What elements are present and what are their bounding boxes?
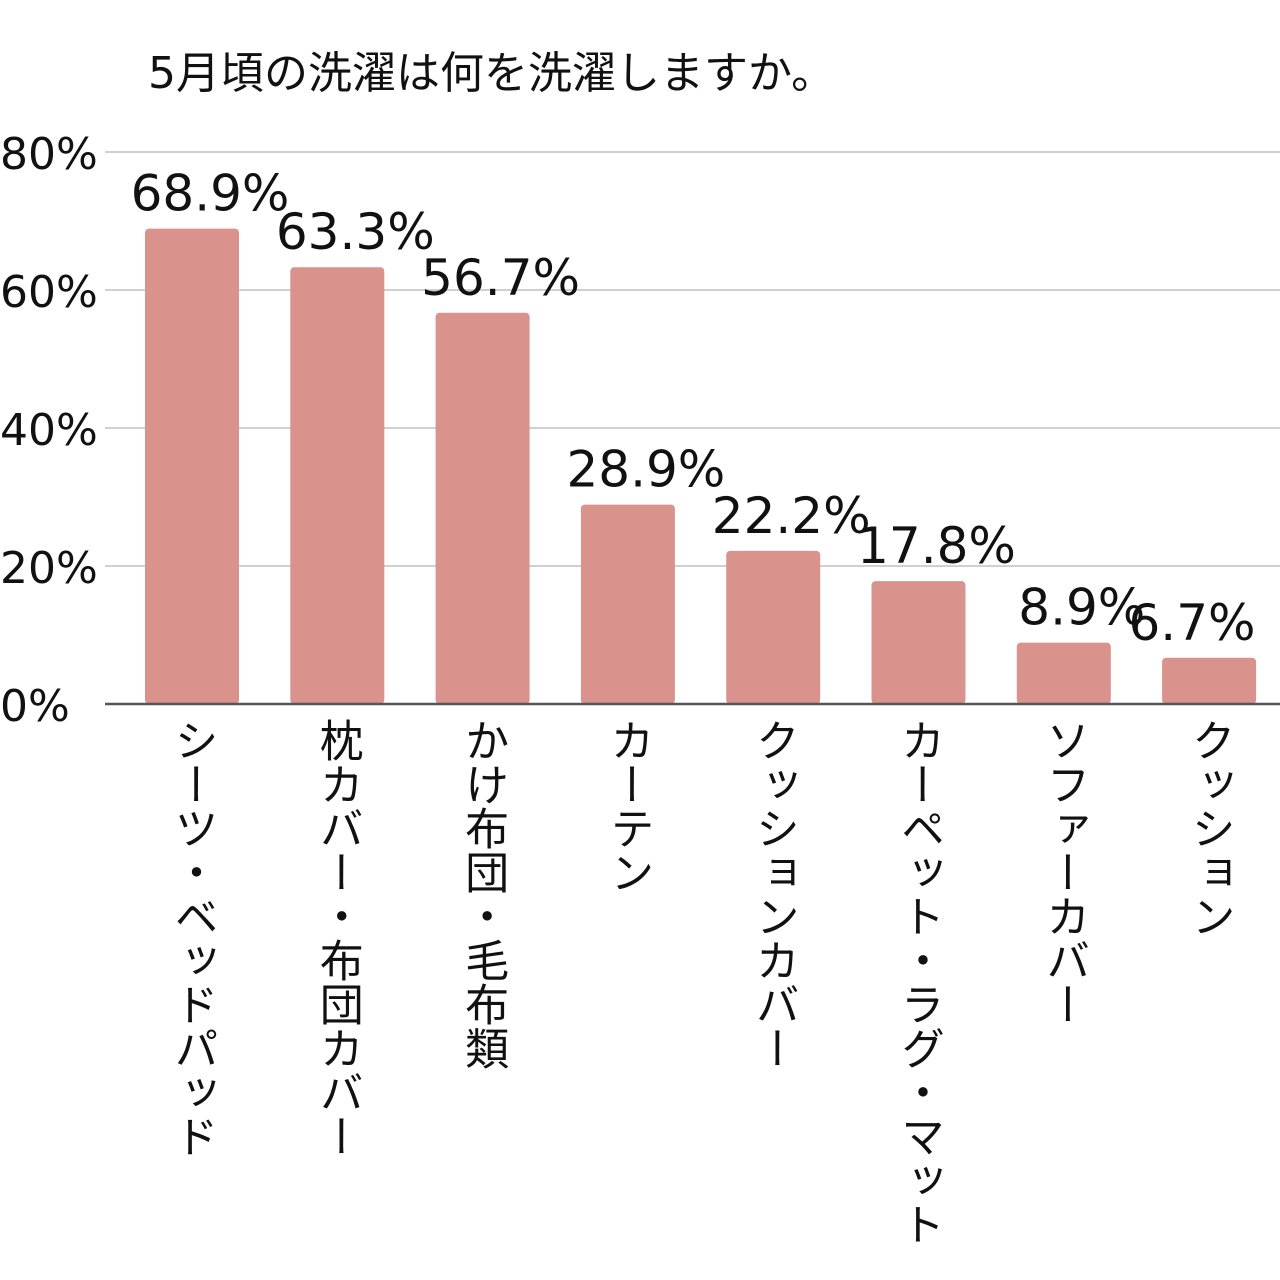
y-tick-label: 80% [0, 129, 98, 180]
category-label: かけ布団・毛布類 [457, 718, 508, 1070]
chart-title: 5月頃の洗濯は何を洗濯しますか。 [148, 48, 835, 99]
bar [871, 581, 966, 704]
category-label: シーツ・ベッドパッド [167, 718, 218, 1158]
y-tick-label: 20% [0, 543, 98, 594]
category-labels: シーツ・ベッドパッド 枕カバー・布団カバー かけ布団・毛布類 カーテン クッションカバー… [167, 718, 1235, 1246]
category-label: クッション [1184, 718, 1235, 938]
data-label: 6.7% [1128, 594, 1255, 652]
bar [435, 312, 530, 704]
bar [580, 504, 675, 704]
bar [290, 267, 385, 704]
category-label: カーテン [602, 718, 653, 894]
bar [145, 228, 239, 704]
category-label: クッションカバー [748, 718, 799, 1070]
data-label: 22.2% [712, 487, 871, 545]
y-tick-label: 60% [0, 267, 98, 318]
y-tick-label: 0% [0, 681, 70, 732]
bar [1162, 657, 1257, 704]
data-labels: 68.9%63.3%56.7% 28.9%22.2%17.8%8.9%6.7% [131, 165, 1256, 652]
bar [726, 550, 821, 704]
category-label: カーペット・ラグ・マット [893, 718, 944, 1246]
data-label: 17.8% [857, 517, 1016, 575]
bar [1016, 642, 1111, 704]
data-label: 63.3% [276, 203, 435, 261]
data-label: 28.9% [566, 441, 725, 499]
category-label: 枕カバー・布団カバー [312, 718, 363, 1158]
data-label: 68.9% [131, 165, 290, 223]
data-label: 8.9% [1018, 579, 1145, 637]
y-tick-labels: 0% 20% 40% 60% 80% [0, 129, 98, 732]
category-label: ソファーカバー [1038, 718, 1089, 1026]
data-label: 56.7% [421, 249, 580, 307]
bars [145, 228, 1257, 704]
y-tick-label: 40% [0, 405, 98, 456]
